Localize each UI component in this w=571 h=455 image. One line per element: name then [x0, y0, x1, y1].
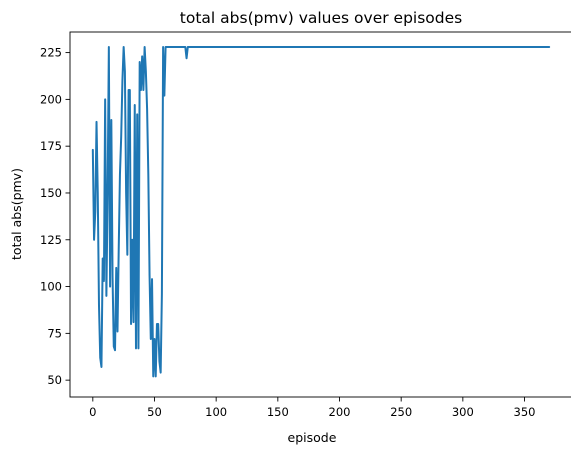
y-tick-label: 100 [40, 280, 62, 294]
y-tick-label: 150 [40, 186, 62, 200]
y-tick-label: 75 [47, 326, 62, 340]
x-tick-label: 250 [390, 405, 412, 419]
x-tick-label: 0 [89, 405, 96, 419]
x-tick-label: 300 [452, 405, 474, 419]
x-axis: 0 50 100 150 200 250 300 350 [89, 397, 535, 419]
x-tick-label: 100 [205, 405, 227, 419]
plot-area [91, 45, 551, 378]
y-axis: 50 75 100 125 150 175 200 225 [40, 46, 70, 387]
x-tick-label: 50 [147, 405, 162, 419]
x-tick-label: 150 [267, 405, 289, 419]
y-tick-label: 175 [40, 139, 62, 153]
chart-title: total abs(pmv) values over episodes [180, 9, 462, 27]
y-axis-label: total abs(pmv) [9, 168, 24, 260]
x-axis-label: episode [288, 430, 337, 445]
axes-frame [69, 31, 571, 398]
x-tick-label: 350 [514, 405, 536, 419]
y-tick-label: 200 [40, 92, 62, 106]
y-tick-label: 225 [40, 46, 62, 60]
series-line-0 [91, 45, 551, 378]
x-tick-label: 200 [329, 405, 351, 419]
y-tick-label: 50 [47, 373, 62, 387]
y-tick-label: 125 [40, 233, 62, 247]
